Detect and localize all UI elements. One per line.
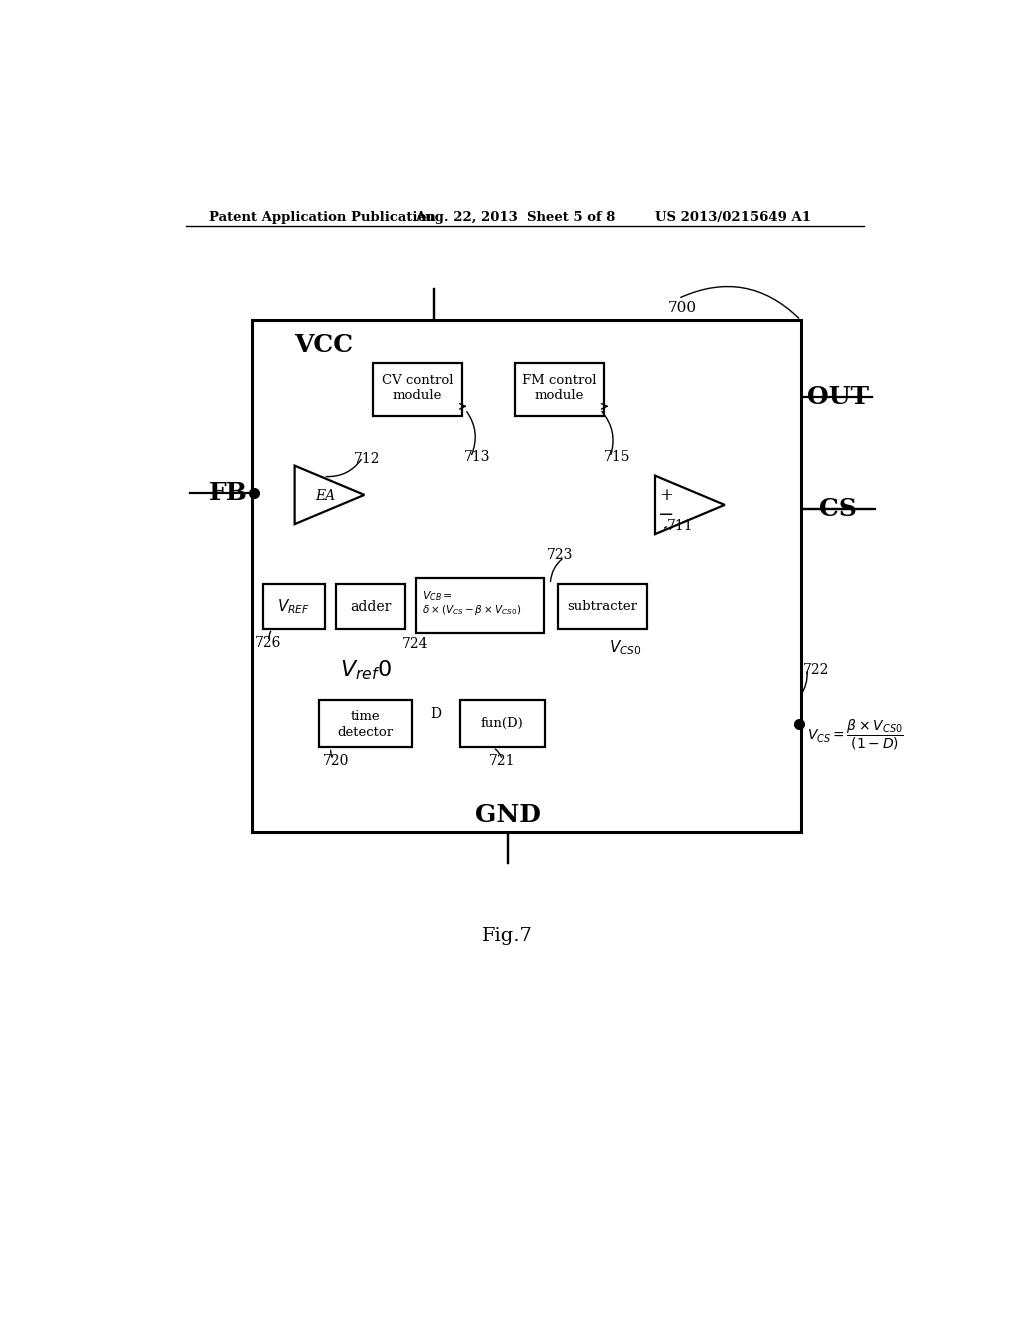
Text: Patent Application Publication: Patent Application Publication bbox=[209, 211, 436, 224]
Text: $V_{CS}=\dfrac{\beta\times V_{CS0}}{(1-D)}$: $V_{CS}=\dfrac{\beta\times V_{CS0}}{(1-D… bbox=[807, 718, 903, 752]
Text: 713: 713 bbox=[464, 450, 490, 465]
Text: $\delta\times(V_{CS}-\beta\times V_{CS0})$: $\delta\times(V_{CS}-\beta\times V_{CS0}… bbox=[422, 603, 521, 616]
Text: Aug. 22, 2013  Sheet 5 of 8: Aug. 22, 2013 Sheet 5 of 8 bbox=[415, 211, 615, 224]
Bar bbox=[417, 578, 544, 634]
Text: VCC: VCC bbox=[295, 333, 353, 356]
Text: 715: 715 bbox=[604, 450, 631, 465]
Text: 712: 712 bbox=[354, 451, 381, 466]
Text: subtracter: subtracter bbox=[567, 601, 638, 612]
Text: 726: 726 bbox=[255, 636, 282, 649]
Text: time: time bbox=[351, 710, 381, 723]
Text: detector: detector bbox=[338, 726, 394, 739]
Text: 700: 700 bbox=[668, 301, 696, 315]
Bar bbox=[460, 700, 545, 747]
Text: CS: CS bbox=[819, 496, 857, 521]
Text: EA: EA bbox=[315, 490, 336, 503]
Bar bbox=[558, 585, 647, 628]
Text: 722: 722 bbox=[803, 664, 829, 677]
Bar bbox=[515, 363, 604, 416]
Polygon shape bbox=[295, 466, 365, 524]
Bar bbox=[336, 585, 406, 628]
Text: $V_{ref}0$: $V_{ref}0$ bbox=[340, 659, 391, 681]
Text: US 2013/0215649 A1: US 2013/0215649 A1 bbox=[655, 211, 811, 224]
Text: +: + bbox=[658, 487, 673, 504]
Text: 724: 724 bbox=[401, 638, 428, 651]
Text: D: D bbox=[430, 708, 441, 721]
Text: CV control: CV control bbox=[382, 374, 454, 387]
Text: $V_{CB}=$: $V_{CB}=$ bbox=[422, 589, 453, 603]
Bar bbox=[319, 700, 413, 747]
Bar bbox=[252, 321, 801, 832]
Text: $V_{REF}$: $V_{REF}$ bbox=[278, 597, 310, 616]
Text: 721: 721 bbox=[489, 754, 515, 768]
Text: OUT: OUT bbox=[807, 385, 869, 409]
Text: GND: GND bbox=[475, 803, 541, 828]
Text: −: − bbox=[657, 506, 674, 524]
Text: FM control: FM control bbox=[522, 374, 597, 387]
Text: $V_{CS0}$: $V_{CS0}$ bbox=[609, 638, 642, 657]
Polygon shape bbox=[655, 475, 725, 535]
Bar bbox=[263, 585, 325, 628]
Text: 711: 711 bbox=[667, 519, 693, 533]
Text: 720: 720 bbox=[324, 754, 349, 768]
Bar bbox=[373, 363, 462, 416]
Text: 723: 723 bbox=[547, 548, 572, 562]
Text: adder: adder bbox=[350, 599, 391, 614]
Text: FB: FB bbox=[209, 482, 248, 506]
Text: fun(D): fun(D) bbox=[481, 717, 523, 730]
Text: module: module bbox=[393, 389, 442, 403]
Text: Fig.7: Fig.7 bbox=[482, 927, 534, 945]
Text: module: module bbox=[535, 389, 584, 403]
